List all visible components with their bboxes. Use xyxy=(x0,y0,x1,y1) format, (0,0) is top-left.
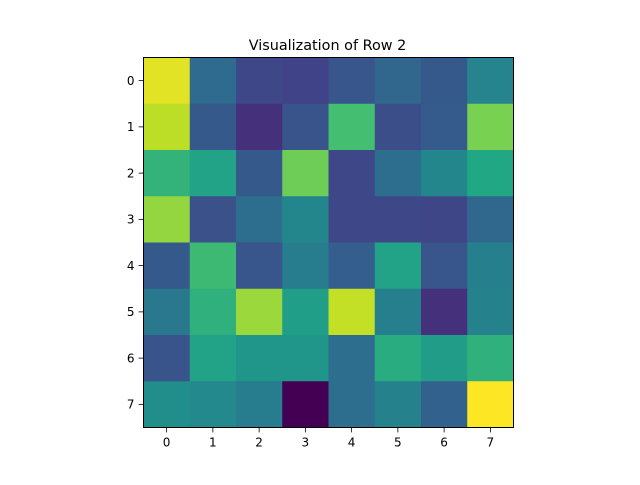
heatmap-cell-r0-c6 xyxy=(421,57,468,105)
chart-title: Visualization of Row 2 xyxy=(249,38,407,54)
y-tick-label-3: 3 xyxy=(127,213,135,227)
heatmap-cell-r6-c2 xyxy=(236,335,283,382)
heatmap-cell-r3-c6 xyxy=(421,196,468,243)
heatmap-cell-r5-c6 xyxy=(421,288,468,336)
heatmap-cell-r0-c1 xyxy=(189,57,237,105)
heatmap-cell-r2-c4 xyxy=(328,150,376,197)
heatmap-cell-r4-c4 xyxy=(328,242,376,290)
x-tick-label-1: 1 xyxy=(209,436,217,450)
heatmap-cell-r0-c2 xyxy=(236,57,283,105)
axes-frame xyxy=(143,57,514,428)
heatmap-cell-r2-c7 xyxy=(467,150,514,197)
heatmap-cell-r7-c6 xyxy=(421,381,468,428)
heatmap-cell-r2-c3 xyxy=(282,150,329,197)
heatmap-cell-r4-c1 xyxy=(189,242,237,290)
heatmap-cell-r4-c7 xyxy=(467,242,514,290)
heatmap-cell-r7-c3 xyxy=(282,381,329,428)
y-tick-label-0: 0 xyxy=(127,74,135,88)
heatmap-cell-r1-c4 xyxy=(328,103,376,151)
x-tick-label-7: 7 xyxy=(487,436,495,450)
heatmap-cell-r7-c2 xyxy=(236,381,283,428)
heatmap-cell-r3-c3 xyxy=(282,196,329,243)
heatmap-cell-r4-c3 xyxy=(282,242,329,290)
heatmap-cell-r2-c5 xyxy=(374,150,422,197)
heatmap-cell-r0-c7 xyxy=(467,57,514,105)
heatmap-cell-r3-c2 xyxy=(236,196,283,243)
heatmap-cell-r4-c6 xyxy=(421,242,468,290)
y-axis-ticks: 0 1 2 3 4 5 6 7 xyxy=(127,74,144,412)
y-tick-label-5: 5 xyxy=(127,305,135,319)
heatmap-cell-r1-c0 xyxy=(143,103,191,151)
x-tick-label-5: 5 xyxy=(394,436,402,450)
x-tick-label-0: 0 xyxy=(163,436,171,450)
heatmap-cell-r3-c7 xyxy=(467,196,514,243)
heatmap-cell-r7-c1 xyxy=(189,381,237,428)
heatmap-cell-r7-c0 xyxy=(143,381,191,428)
heatmap-cell-r2-c2 xyxy=(236,150,283,197)
heatmap-cell-r6-c1 xyxy=(189,335,237,382)
heatmap-cell-r6-c4 xyxy=(328,335,376,382)
heatmap-cells xyxy=(143,57,514,428)
heatmap-cell-r2-c6 xyxy=(421,150,468,197)
heatmap-cell-r6-c0 xyxy=(143,335,191,382)
heatmap-cell-r4-c0 xyxy=(143,242,191,290)
heatmap-cell-r5-c7 xyxy=(467,288,514,336)
heatmap-cell-r1-c3 xyxy=(282,103,329,151)
x-tick-label-4: 4 xyxy=(348,436,356,450)
heatmap-cell-r6-c7 xyxy=(467,335,514,382)
heatmap-cell-r5-c5 xyxy=(374,288,422,336)
heatmap-cell-r2-c0 xyxy=(143,150,191,197)
y-tick-label-7: 7 xyxy=(127,398,135,412)
heatmap-cell-r1-c1 xyxy=(189,103,237,151)
heatmap-cell-r1-c2 xyxy=(236,103,283,151)
heatmap-cell-r3-c0 xyxy=(143,196,191,243)
heatmap-cell-r0-c5 xyxy=(374,57,422,105)
y-tick-label-6: 6 xyxy=(127,351,135,365)
heatmap-cell-r7-c5 xyxy=(374,381,422,428)
heatmap-cell-r5-c3 xyxy=(282,288,329,336)
heatmap-cell-r6-c5 xyxy=(374,335,422,382)
x-axis-ticks: 0 1 2 3 4 5 6 7 xyxy=(163,427,495,450)
y-tick-label-4: 4 xyxy=(127,259,135,273)
heatmap-cell-r4-c5 xyxy=(374,242,422,290)
heatmap-cell-r4-c2 xyxy=(236,242,283,290)
heatmap-cell-r5-c4 xyxy=(328,288,376,336)
x-tick-label-6: 6 xyxy=(440,436,448,450)
heatmap-cell-r0-c3 xyxy=(282,57,329,105)
heatmap-cell-r3-c4 xyxy=(328,196,376,243)
x-tick-label-2: 2 xyxy=(255,436,263,450)
heatmap-cell-r6-c3 xyxy=(282,335,329,382)
heatmap-cell-r6-c6 xyxy=(421,335,468,382)
x-tick-label-3: 3 xyxy=(302,436,310,450)
heatmap-cell-r7-c4 xyxy=(328,381,376,428)
y-tick-label-2: 2 xyxy=(127,166,135,180)
heatmap-cell-r3-c1 xyxy=(189,196,237,243)
heatmap-cell-r0-c0 xyxy=(143,57,191,105)
heatmap-cell-r1-c5 xyxy=(374,103,422,151)
heatmap-cell-r5-c0 xyxy=(143,288,191,336)
heatmap-cell-r1-c7 xyxy=(467,103,514,151)
heatmap-cell-r7-c7 xyxy=(467,381,514,428)
heatmap-cell-r3-c5 xyxy=(374,196,422,243)
heatmap-cell-r1-c6 xyxy=(421,103,468,151)
heatmap-cell-r5-c1 xyxy=(189,288,237,336)
heatmap-cell-r5-c2 xyxy=(236,288,283,336)
y-tick-label-1: 1 xyxy=(127,120,135,134)
heatmap-cell-r2-c1 xyxy=(189,150,237,197)
heatmap-cell-r0-c4 xyxy=(328,57,376,105)
